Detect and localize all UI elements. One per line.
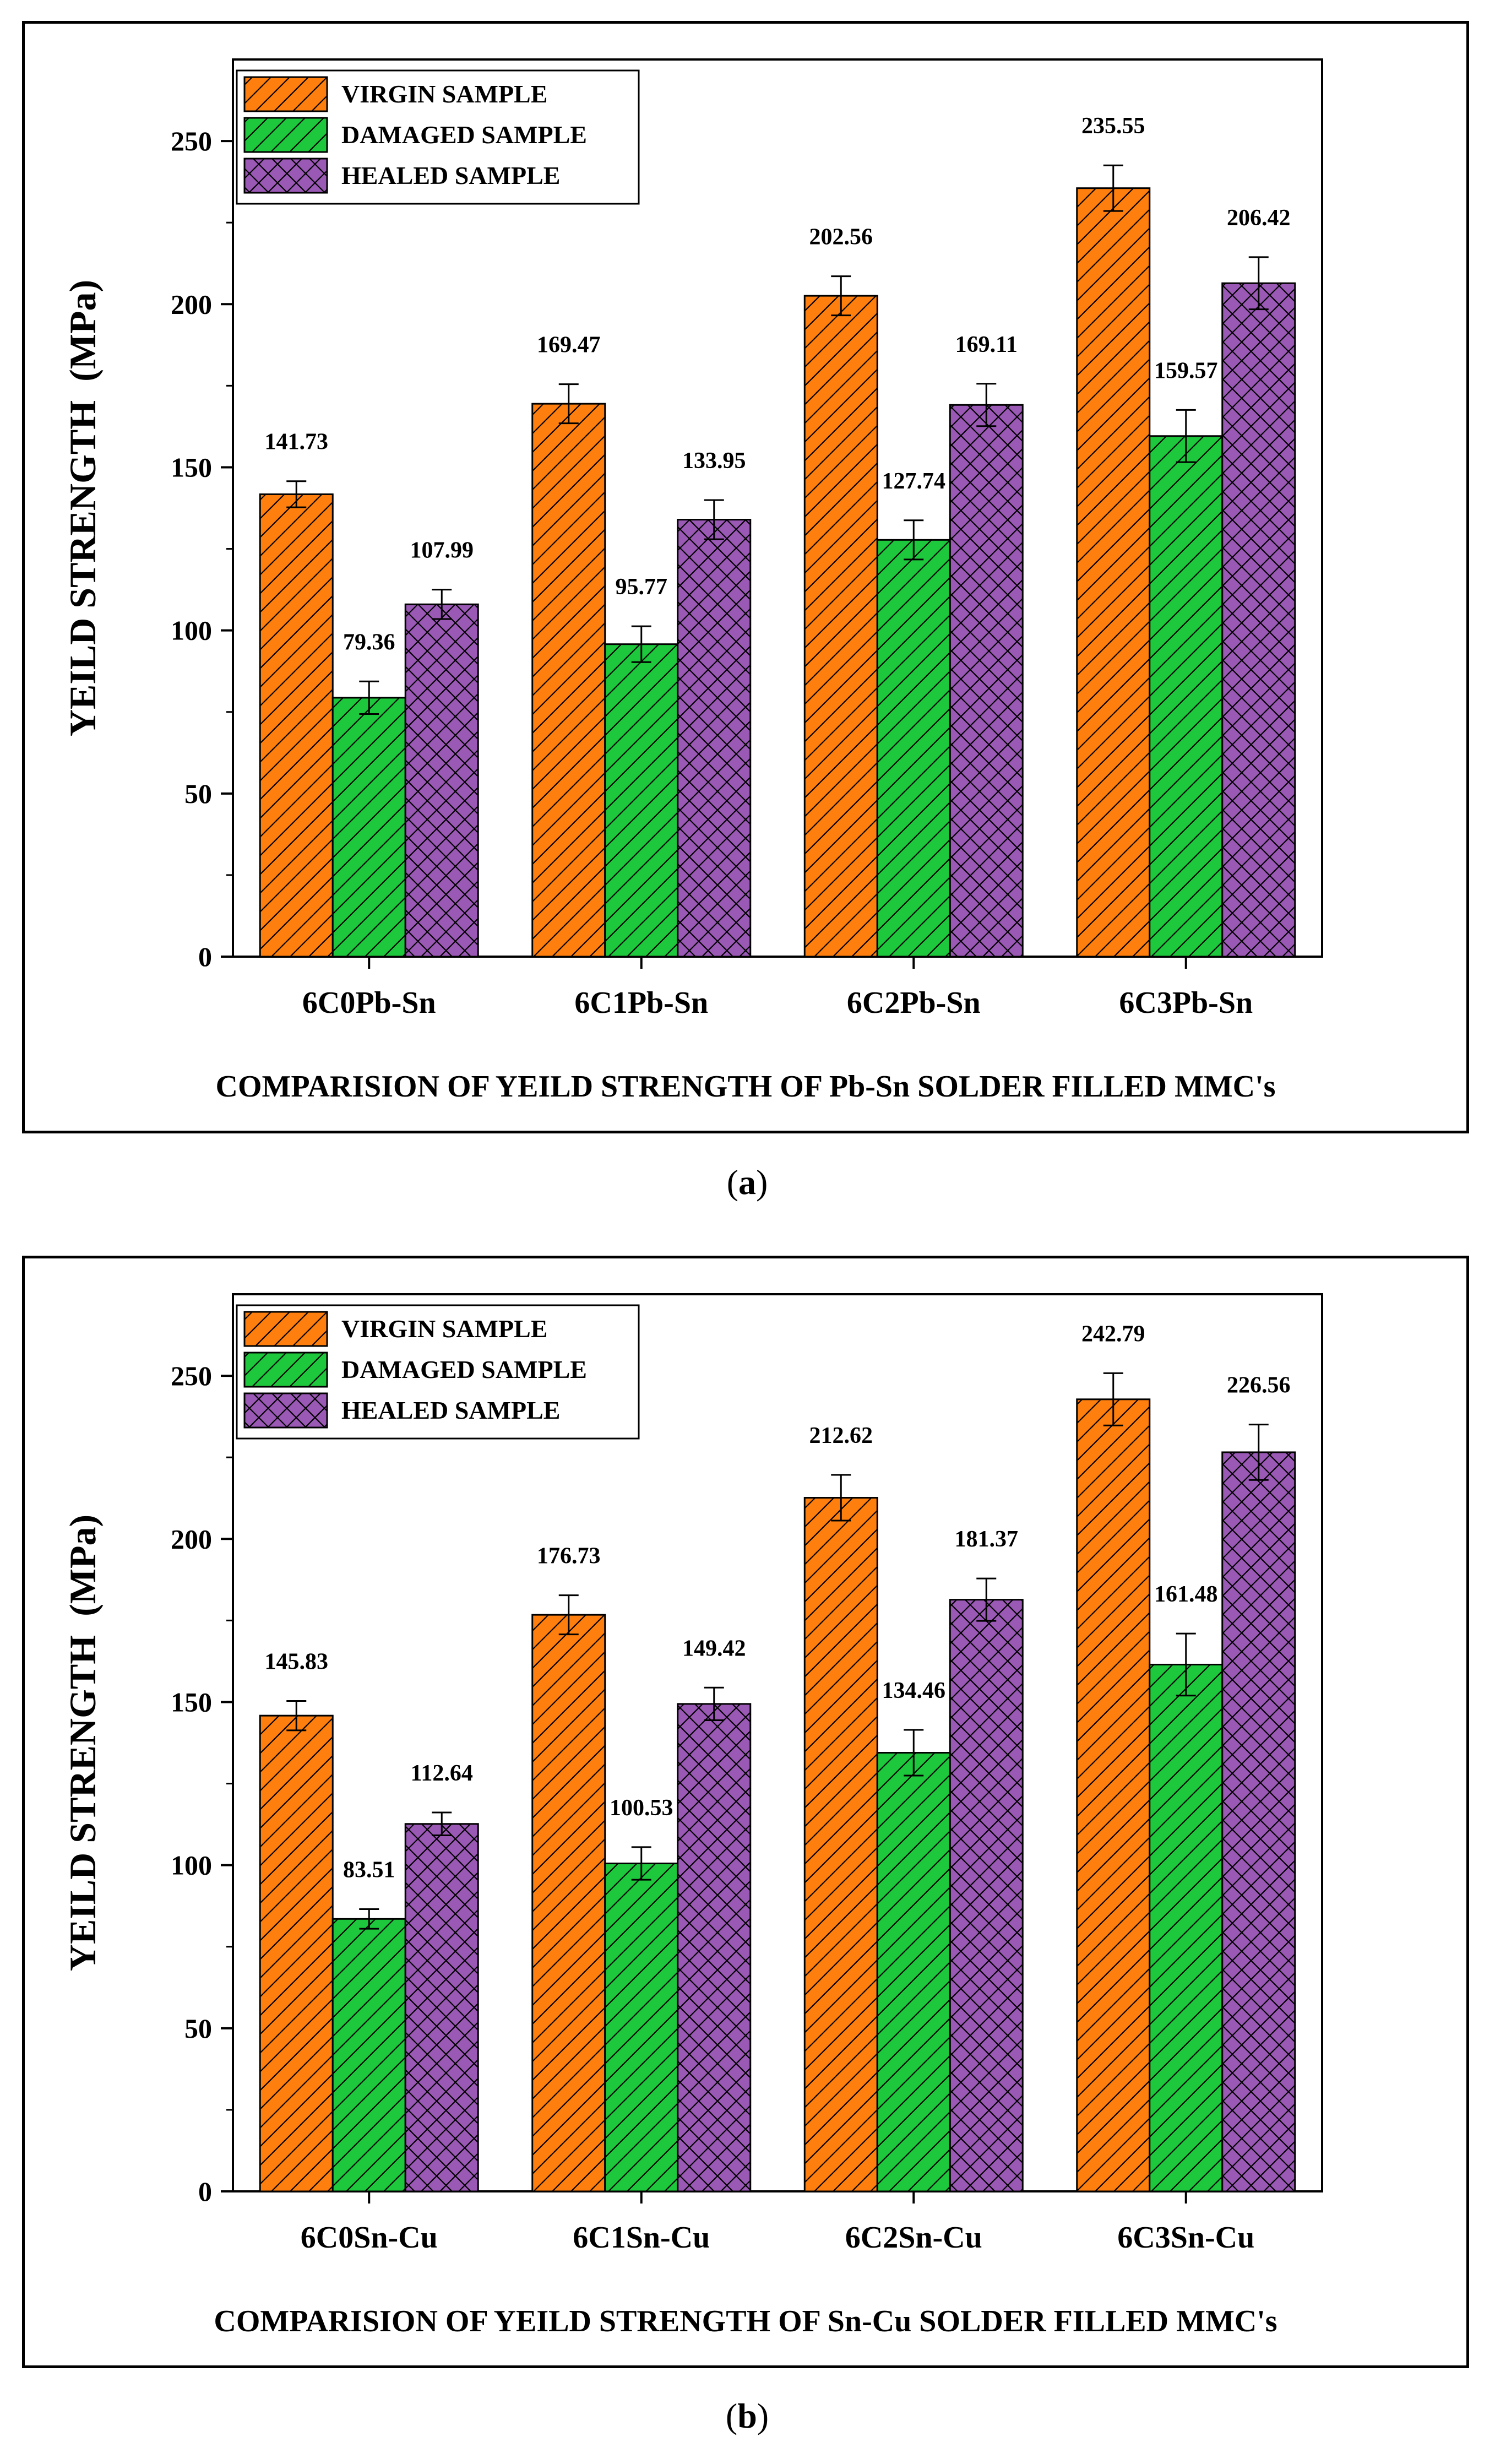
data-label: 169.47 [537, 333, 601, 358]
y-tick-label: 200 [171, 289, 212, 319]
bar [1149, 435, 1224, 958]
data-label: 127.74 [882, 469, 946, 494]
bar [803, 1497, 878, 2192]
bar [331, 1918, 406, 2192]
x-tick-label: 6C0Pb-Sn [302, 986, 436, 1020]
y-tick-label: 250 [171, 126, 212, 156]
y-tick-label: 100 [171, 615, 212, 646]
bar [949, 1599, 1024, 2192]
bar [677, 519, 752, 958]
data-label: 112.64 [411, 1761, 473, 1786]
bar [1076, 1398, 1151, 2192]
chart-panel-a: 0 50 100 150 200 250 YEILD STRENGTH (MPa) 6C0Pb… [22, 21, 1469, 1133]
bar [876, 1752, 951, 2192]
data-label: 149.42 [682, 1636, 746, 1661]
plot-area-frame [232, 1293, 1323, 2192]
x-axis-label: COMPARISION OF YEILD STRENGTH OF Sn-Cu S… [214, 2304, 1277, 2338]
legend-label: VIRGIN SAMPLE [341, 80, 547, 108]
y-tick-label: 150 [171, 1686, 212, 1717]
bar [803, 295, 878, 958]
bar [876, 539, 951, 958]
legend-label: VIRGIN SAMPLE [341, 1315, 547, 1343]
bar [1221, 282, 1296, 958]
bar [604, 1862, 679, 2192]
bar [531, 1614, 606, 2192]
data-label: 242.79 [1081, 1321, 1145, 1347]
bar [677, 1703, 752, 2192]
bar [404, 1823, 479, 2192]
data-label: 202.56 [809, 225, 873, 250]
bar [404, 603, 479, 958]
bar-chart-b: 0 50 100 150 200 250 YEILD STRENGTH (MPa) 6C0Sn… [62, 1293, 1323, 2338]
data-label: 176.73 [537, 1544, 601, 1569]
data-label: 226.56 [1227, 1373, 1291, 1398]
data-label: 235.55 [1081, 113, 1145, 139]
bar [949, 404, 1024, 958]
x-tick-label: 6C2Pb-Sn [847, 986, 981, 1020]
y-axis-label: YEILD STRENGTH (MPa) [62, 280, 104, 736]
data-label: 141.73 [265, 430, 329, 455]
y-tick-label: 200 [171, 1523, 212, 1554]
y-axis-label: YEILD STRENGTH (MPa) [62, 1515, 104, 1971]
data-label: 95.77 [616, 574, 668, 600]
legend-swatch [243, 1392, 328, 1429]
legend-label: DAMAGED SAMPLE [341, 1355, 587, 1383]
legend-swatch [243, 1352, 328, 1388]
data-label: 169.11 [955, 332, 1018, 357]
data-label: 181.37 [955, 1527, 1019, 1552]
x-tick-label: 6C3Pb-Sn [1119, 986, 1253, 1020]
bar [259, 1714, 334, 2192]
legend-swatch [243, 158, 328, 194]
panel-caption-b-label: b [737, 2396, 757, 2435]
x-axis-label: COMPARISION OF YEILD STRENGTH OF Pb-Sn S… [216, 1070, 1276, 1104]
legend-swatch [243, 76, 328, 112]
y-tick-label: 50 [184, 778, 212, 809]
data-label: 107.99 [410, 538, 474, 563]
bar [1221, 1451, 1296, 2192]
y-tick-label: 150 [171, 452, 212, 482]
data-label: 206.42 [1227, 205, 1291, 231]
data-label: 79.36 [343, 629, 395, 655]
y-tick-label: 0 [198, 941, 212, 972]
bar [259, 493, 334, 958]
y-tick-label: 100 [171, 1850, 212, 1881]
panel-caption-b: (b) [725, 2396, 769, 2435]
bar [1076, 187, 1151, 958]
y-tick-label: 0 [198, 2176, 212, 2207]
bar-chart-a: 0 50 100 150 200 250 YEILD STRENGTH (MPa) 6C0Pb… [62, 58, 1323, 1104]
chart-panel-b: 0 50 100 150 200 250 YEILD STRENGTH (MPa) 6C0Sn… [22, 1256, 1469, 2368]
data-label: 133.95 [682, 448, 746, 474]
bar [1149, 1663, 1224, 2192]
bar [331, 697, 406, 958]
data-label: 134.46 [882, 1678, 946, 1703]
x-tick-label: 6C2Sn-Cu [845, 2221, 982, 2255]
legend-swatch [243, 1311, 328, 1347]
x-tick-label: 6C0Sn-Cu [301, 2221, 438, 2255]
data-label: 212.62 [809, 1423, 873, 1448]
data-label: 83.51 [343, 1858, 395, 1883]
data-label: 100.53 [610, 1795, 673, 1821]
legend-swatch [243, 117, 328, 153]
data-label: 159.57 [1154, 358, 1218, 383]
x-tick-label: 6C1Pb-Sn [574, 986, 708, 1020]
legend-label: HEALED SAMPLE [341, 161, 560, 189]
legend-label: DAMAGED SAMPLE [341, 121, 587, 149]
bar [531, 403, 606, 958]
x-tick-label: 6C3Sn-Cu [1117, 2221, 1254, 2255]
panel-caption-a: (a) [726, 1163, 768, 1202]
x-tick-label: 6C1Sn-Cu [573, 2221, 710, 2255]
panel-caption-a-label: a [738, 1163, 756, 1202]
bar [604, 643, 679, 958]
data-label: 161.48 [1154, 1582, 1218, 1607]
y-tick-label: 50 [184, 2013, 212, 2044]
data-label: 145.83 [265, 1649, 329, 1674]
plot-area-frame [232, 58, 1323, 958]
y-tick-label: 250 [171, 1360, 212, 1391]
legend-label: HEALED SAMPLE [341, 1396, 560, 1424]
